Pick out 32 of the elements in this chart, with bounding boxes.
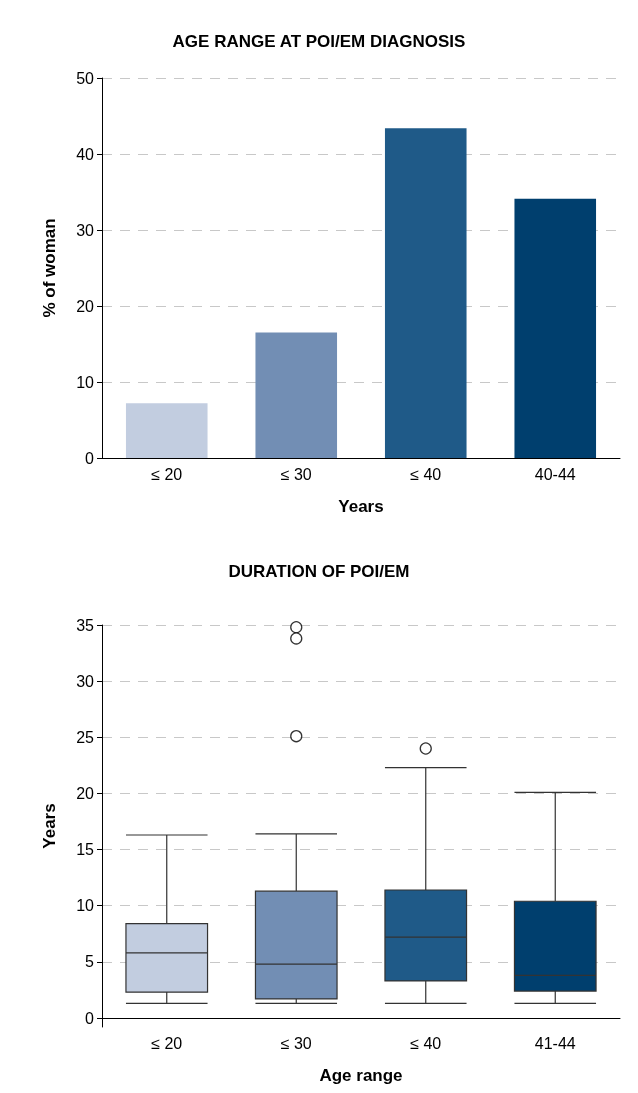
bar [384, 128, 467, 458]
y-tick-label: 5 [85, 953, 95, 971]
y-tick-label: 50 [76, 69, 95, 87]
x-tick-label: ≤ 40 [410, 1034, 442, 1052]
x-axis-title: Years [338, 497, 384, 516]
x-tick-label: ≤ 30 [280, 1034, 312, 1052]
x-tick-label: ≤ 20 [151, 1034, 183, 1052]
y-tick-label: 0 [85, 1009, 95, 1027]
y-tick-label: 30 [76, 221, 95, 239]
bar [255, 332, 338, 458]
y-tick-label: 35 [76, 616, 95, 634]
y-tick-label: 30 [76, 672, 95, 690]
y-tick-label: 40 [76, 145, 95, 163]
bar [514, 198, 597, 458]
y-tick-label: 20 [76, 297, 95, 315]
y-axis-title: % of woman [40, 218, 59, 318]
x-tick-label: ≤ 40 [410, 465, 442, 483]
x-tick-label: ≤ 20 [151, 465, 183, 483]
bar [125, 403, 208, 458]
x-tick-label: ≤ 30 [280, 465, 312, 483]
y-tick-label: 10 [76, 373, 95, 391]
y-axis-title: Years [40, 803, 59, 849]
y-tick-label: 25 [76, 728, 95, 746]
chart-title: AGE RANGE AT POI/EM DIAGNOSIS [172, 32, 466, 51]
chart-title: DURATION OF POI/EM [228, 562, 410, 581]
x-tick-label: 40-44 [534, 465, 576, 483]
y-tick-label: 20 [76, 784, 95, 802]
x-tick-label: 41-44 [534, 1034, 576, 1052]
y-tick-label: 15 [76, 841, 95, 859]
y-tick-label: 0 [85, 449, 95, 467]
x-axis-title: Age range [319, 1066, 403, 1085]
y-tick-label: 10 [76, 897, 95, 915]
